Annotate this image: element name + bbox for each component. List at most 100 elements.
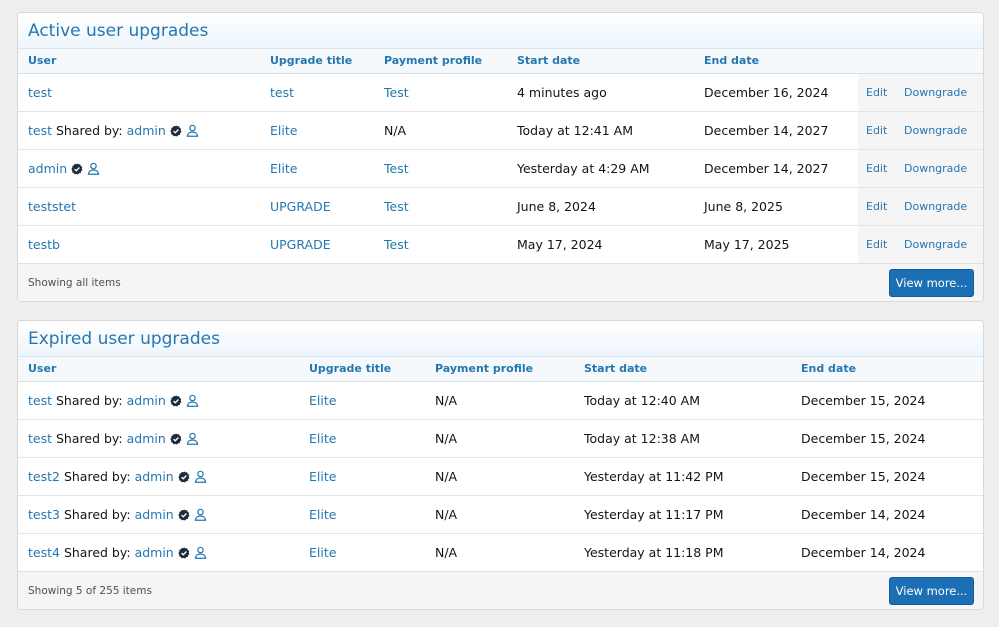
cell-start-date: Today at 12:38 AM <box>574 419 791 458</box>
cell-upgrade-title: UPGRADE <box>260 225 374 264</box>
cell-start-date: Yesterday at 11:42 PM <box>574 457 791 496</box>
user-link[interactable]: test3 <box>28 506 60 522</box>
payment-profile-value: N/A <box>435 468 458 484</box>
expired-view-more-button[interactable]: View more... <box>889 577 974 605</box>
upgrade-title-link[interactable]: Elite <box>309 544 337 560</box>
shared-by-user-link[interactable]: admin <box>126 430 166 446</box>
cell-end-date: December 14, 2024 <box>791 533 983 572</box>
cell-start-date: June 8, 2024 <box>507 187 694 226</box>
payment-profile-value: N/A <box>435 544 458 560</box>
cell-actions: Edit Downgrade <box>858 111 983 150</box>
payment-profile-value: N/A <box>435 392 458 408</box>
edit-link[interactable]: Edit <box>866 123 888 137</box>
edit-link[interactable]: Edit <box>866 237 888 251</box>
user-link[interactable]: test <box>28 122 53 138</box>
payment-profile-value[interactable]: Test <box>384 160 409 176</box>
expired-upgrades-block: Expired user upgrades User Upgrade title… <box>17 320 984 610</box>
cell-user: test3 Shared by: admin <box>18 495 299 534</box>
cell-upgrade-title: Elite <box>260 111 374 150</box>
payment-profile-value[interactable]: Test <box>384 84 409 100</box>
user-link[interactable]: test <box>28 392 53 408</box>
shared-by-label: Shared by: <box>56 122 123 138</box>
column-header-end-date[interactable]: End date <box>791 357 983 382</box>
upgrade-title-link[interactable]: UPGRADE <box>270 198 331 214</box>
cell-end-date: December 14, 2027 <box>694 111 858 150</box>
expired-upgrades-footer: Showing 5 of 255 items View more... <box>18 571 983 609</box>
user-outline-icon[interactable] <box>186 432 199 445</box>
column-header-payment-profile[interactable]: Payment profile <box>374 49 507 74</box>
user-link[interactable]: test4 <box>28 544 60 560</box>
table-row: test Shared by: admin Elite N/A Today at 12… <box>18 381 983 420</box>
user-link[interactable]: teststet <box>28 198 77 214</box>
user-outline-icon[interactable] <box>186 124 199 137</box>
user-outline-icon[interactable] <box>194 508 207 521</box>
cell-user: test Shared by: admin <box>18 111 260 150</box>
cell-start-date: May 17, 2024 <box>507 225 694 264</box>
downgrade-link[interactable]: Downgrade <box>904 85 968 99</box>
column-header-actions <box>858 49 983 74</box>
table-row: test test Test 4 minutes ago December 16, 20… <box>18 73 983 112</box>
cell-end-date: December 14, 2027 <box>694 149 858 188</box>
upgrade-title-link[interactable]: UPGRADE <box>270 236 331 252</box>
upgrade-title-link[interactable]: Elite <box>309 392 337 408</box>
edit-link[interactable]: Edit <box>866 85 888 99</box>
cell-payment-profile: N/A <box>425 419 574 458</box>
user-link[interactable]: test <box>28 84 53 100</box>
shared-by-user-link[interactable]: admin <box>134 506 174 522</box>
payment-profile-value[interactable]: Test <box>384 236 409 252</box>
cell-user: test <box>18 73 260 112</box>
user-link[interactable]: admin <box>28 160 68 176</box>
edit-link[interactable]: Edit <box>866 161 888 175</box>
user-link[interactable]: testb <box>28 236 60 252</box>
cell-end-date: December 15, 2024 <box>791 419 983 458</box>
user-outline-icon[interactable] <box>194 546 207 559</box>
column-header-upgrade-title[interactable]: Upgrade title <box>260 49 374 74</box>
cell-user: test2 Shared by: admin <box>18 457 299 496</box>
shared-by-label: Shared by: <box>63 468 131 484</box>
downgrade-link[interactable]: Downgrade <box>904 123 968 137</box>
cell-start-date: Yesterday at 11:17 PM <box>574 495 791 534</box>
user-outline-icon[interactable] <box>186 394 199 407</box>
active-view-more-button[interactable]: View more... <box>889 269 974 297</box>
cell-payment-profile: Test <box>374 225 507 264</box>
verified-badge-icon <box>71 162 83 175</box>
downgrade-link[interactable]: Downgrade <box>904 237 968 251</box>
verified-badge-icon <box>178 508 190 521</box>
upgrade-title-link[interactable]: Elite <box>309 506 337 522</box>
upgrade-title-link[interactable]: Elite <box>270 122 298 138</box>
column-header-start-date[interactable]: Start date <box>574 357 791 382</box>
shared-by-user-link[interactable]: admin <box>134 544 174 560</box>
cell-end-date: December 14, 2024 <box>791 495 983 534</box>
upgrade-title-link[interactable]: Elite <box>309 430 337 446</box>
column-header-payment-profile[interactable]: Payment profile <box>425 357 574 382</box>
upgrade-title-link[interactable]: Elite <box>309 468 337 484</box>
downgrade-link[interactable]: Downgrade <box>904 199 968 213</box>
user-outline-icon[interactable] <box>194 470 207 483</box>
upgrade-title-link[interactable]: Elite <box>270 160 298 176</box>
shared-by-user-link[interactable]: admin <box>126 392 166 408</box>
cell-actions: Edit Downgrade <box>858 187 983 226</box>
cell-user: test4 Shared by: admin <box>18 533 299 572</box>
column-header-user[interactable]: User <box>18 49 260 74</box>
shared-by-user-link[interactable]: admin <box>126 122 166 138</box>
column-header-start-date[interactable]: Start date <box>507 49 694 74</box>
cell-upgrade-title: Elite <box>299 457 425 496</box>
cell-actions: Edit Downgrade <box>858 149 983 188</box>
column-header-user[interactable]: User <box>18 357 299 382</box>
cell-end-date: December 15, 2024 <box>791 381 983 420</box>
user-link[interactable]: test <box>28 430 53 446</box>
column-header-end-date[interactable]: End date <box>694 49 858 74</box>
edit-link[interactable]: Edit <box>866 199 888 213</box>
user-link[interactable]: test2 <box>28 468 60 484</box>
downgrade-link[interactable]: Downgrade <box>904 161 968 175</box>
column-header-upgrade-title[interactable]: Upgrade title <box>299 357 425 382</box>
user-outline-icon[interactable] <box>87 162 100 175</box>
cell-start-date: Yesterday at 4:29 AM <box>507 149 694 188</box>
expired-header-row: User Upgrade title Payment profile Start… <box>18 357 983 382</box>
payment-profile-value[interactable]: Test <box>384 198 409 214</box>
upgrade-title-link[interactable]: test <box>270 84 295 100</box>
shared-by-user-link[interactable]: admin <box>134 468 174 484</box>
table-row: admin Elite Test Yesterday at 4:29 AM Decemb… <box>18 149 983 188</box>
expired-upgrades-table: User Upgrade title Payment profile Start… <box>18 357 983 572</box>
cell-user: admin <box>18 149 260 188</box>
